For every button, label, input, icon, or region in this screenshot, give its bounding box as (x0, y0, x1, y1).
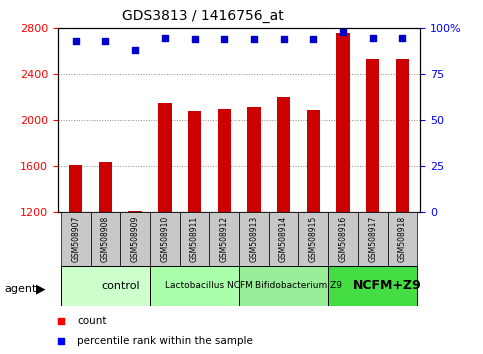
Text: GSM508916: GSM508916 (339, 216, 347, 262)
Bar (128, 211, 142, 212)
Bar (358, 212, 387, 266)
Bar (328, 266, 417, 306)
Bar (188, 111, 201, 212)
Bar (217, 109, 231, 212)
Bar (180, 212, 210, 266)
Bar (158, 103, 171, 212)
Bar (277, 97, 290, 212)
Point (339, 29, 347, 35)
Point (220, 36, 228, 42)
Point (398, 35, 406, 40)
Text: GSM508913: GSM508913 (249, 216, 258, 262)
Text: GSM508917: GSM508917 (368, 216, 377, 262)
Bar (150, 266, 239, 306)
Text: percentile rank within the sample: percentile rank within the sample (77, 336, 253, 346)
Bar (396, 59, 409, 212)
Bar (91, 212, 120, 266)
Bar (307, 110, 320, 212)
Text: GDS3813 / 1416756_at: GDS3813 / 1416756_at (122, 9, 284, 23)
Point (369, 35, 377, 40)
Bar (239, 212, 269, 266)
Bar (387, 212, 417, 266)
Text: GSM508911: GSM508911 (190, 216, 199, 262)
Text: GSM508907: GSM508907 (71, 216, 80, 262)
Bar (150, 212, 180, 266)
Point (131, 47, 139, 53)
Text: ▶: ▶ (36, 283, 46, 296)
Text: Bifidobacterium Z9: Bifidobacterium Z9 (255, 281, 342, 290)
Point (191, 36, 199, 42)
Text: GSM508918: GSM508918 (398, 216, 407, 262)
Text: GSM508914: GSM508914 (279, 216, 288, 262)
Point (72, 38, 80, 44)
Text: control: control (101, 281, 140, 291)
Text: GSM508908: GSM508908 (101, 216, 110, 262)
Point (310, 36, 317, 42)
Point (250, 36, 258, 42)
Bar (298, 212, 328, 266)
Text: GSM508910: GSM508910 (160, 216, 170, 262)
Point (362, 27, 369, 33)
Text: GSM508915: GSM508915 (309, 216, 318, 262)
Text: GSM508909: GSM508909 (131, 216, 140, 262)
Text: agent: agent (5, 284, 37, 293)
Text: Lactobacillus NCFM: Lactobacillus NCFM (166, 281, 253, 290)
Bar (69, 165, 83, 212)
Bar (328, 212, 358, 266)
Point (362, 211, 369, 217)
Bar (120, 212, 150, 266)
Bar (61, 266, 150, 306)
Bar (210, 212, 239, 266)
Text: GSM508912: GSM508912 (220, 216, 229, 262)
Text: NCFM+Z9: NCFM+Z9 (353, 279, 422, 292)
Bar (336, 33, 350, 212)
Bar (61, 212, 91, 266)
Bar (239, 266, 328, 306)
Point (280, 36, 287, 42)
Point (161, 35, 169, 40)
Bar (366, 59, 379, 212)
Bar (99, 162, 112, 212)
Bar (269, 212, 298, 266)
Point (101, 38, 109, 44)
Bar (247, 107, 261, 212)
Text: count: count (77, 316, 107, 326)
